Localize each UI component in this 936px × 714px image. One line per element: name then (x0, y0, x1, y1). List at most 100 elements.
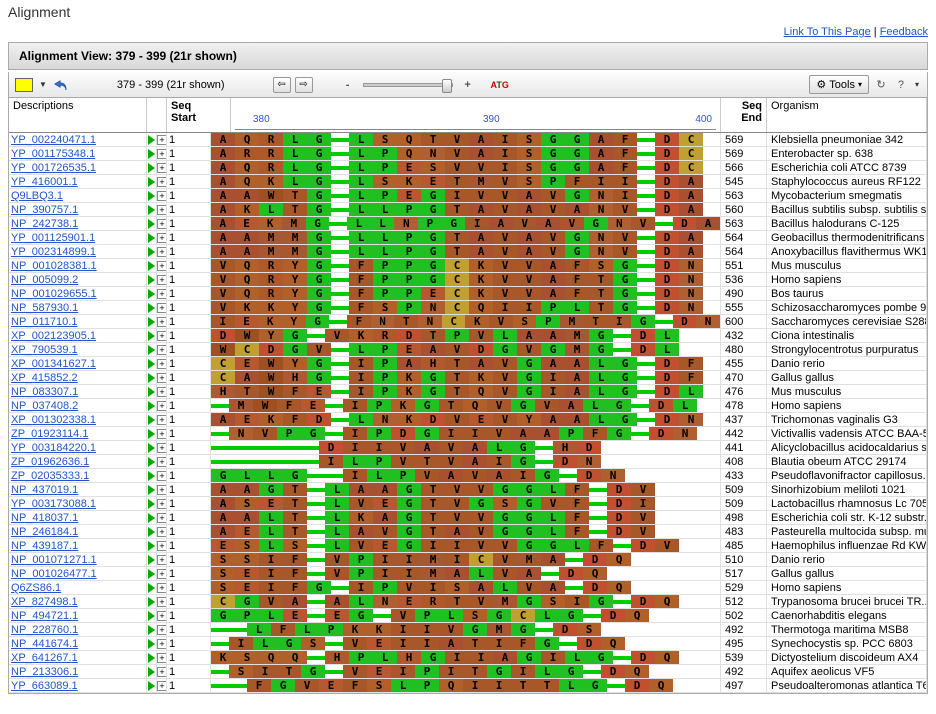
expand-plus-icon[interactable]: + (157, 525, 167, 538)
expand-plus-icon[interactable]: + (157, 469, 167, 482)
sequence-link[interactable]: NP_246184.1 (9, 525, 147, 538)
expand-plus-icon[interactable]: + (157, 301, 167, 314)
expand-plus-icon[interactable]: + (157, 329, 167, 342)
expand-triangle-icon[interactable] (147, 245, 157, 258)
expand-triangle-icon[interactable] (147, 203, 157, 216)
help-dropdown[interactable]: ▾ (913, 80, 921, 89)
expand-plus-icon[interactable]: + (157, 483, 167, 496)
expand-plus-icon[interactable]: + (157, 441, 167, 454)
expand-triangle-icon[interactable] (147, 231, 157, 244)
undo-icon[interactable] (53, 78, 69, 92)
sequence-link[interactable]: ZP_01923114.1 (9, 427, 147, 440)
expand-triangle-icon[interactable] (147, 665, 157, 678)
expand-triangle-icon[interactable] (147, 469, 157, 482)
expand-plus-icon[interactable]: + (157, 147, 167, 160)
sequence-link[interactable]: XP_641267.1 (9, 651, 147, 664)
sequence-link[interactable]: NP_001026477.1 (9, 567, 147, 580)
sequence-link[interactable]: NP_441674.1 (9, 637, 147, 650)
expand-plus-icon[interactable]: + (157, 231, 167, 244)
expand-plus-icon[interactable]: + (157, 245, 167, 258)
expand-triangle-icon[interactable] (147, 497, 157, 510)
expand-plus-icon[interactable]: + (157, 315, 167, 328)
expand-plus-icon[interactable]: + (157, 623, 167, 636)
expand-plus-icon[interactable]: + (157, 175, 167, 188)
sequence-link[interactable]: NP_418037.1 (9, 511, 147, 524)
sequence-link[interactable]: NP_001029655.1 (9, 287, 147, 300)
feedback-link[interactable]: Feedback (880, 26, 928, 38)
expand-triangle-icon[interactable] (147, 329, 157, 342)
expand-plus-icon[interactable]: + (157, 665, 167, 678)
expand-triangle-icon[interactable] (147, 259, 157, 272)
sequence-link[interactable]: ZP_01962636.1 (9, 455, 147, 468)
sequence-link[interactable]: YP_663089.1 (9, 679, 147, 692)
expand-triangle-icon[interactable] (147, 623, 157, 636)
expand-triangle-icon[interactable] (147, 175, 157, 188)
sequence-link[interactable]: NP_587930.1 (9, 301, 147, 314)
expand-triangle-icon[interactable] (147, 399, 157, 412)
expand-plus-icon[interactable]: + (157, 567, 167, 580)
expand-triangle-icon[interactable] (147, 455, 157, 468)
expand-triangle-icon[interactable] (147, 637, 157, 650)
expand-triangle-icon[interactable] (147, 189, 157, 202)
expand-triangle-icon[interactable] (147, 441, 157, 454)
link-to-page[interactable]: Link To This Page (784, 26, 871, 38)
expand-triangle-icon[interactable] (147, 343, 157, 356)
sequence-link[interactable]: YP_001175348.1 (9, 147, 147, 160)
sequence-link[interactable]: YP_002240471.1 (9, 133, 147, 146)
sequence-link[interactable]: NP_213306.1 (9, 665, 147, 678)
expand-plus-icon[interactable]: + (157, 259, 167, 272)
expand-plus-icon[interactable]: + (157, 287, 167, 300)
expand-plus-icon[interactable]: + (157, 595, 167, 608)
zoom-out-button[interactable]: - (341, 79, 355, 91)
expand-plus-icon[interactable]: + (157, 273, 167, 286)
sequence-link[interactable]: Q6ZS86.1 (9, 581, 147, 594)
refresh-icon[interactable]: ↻ (873, 77, 889, 93)
nav-next-button[interactable]: ⇨ (295, 77, 313, 93)
col-seqend[interactable]: Seq End (721, 98, 767, 132)
expand-triangle-icon[interactable] (147, 315, 157, 328)
expand-plus-icon[interactable]: + (157, 161, 167, 174)
sequence-link[interactable]: NP_390757.1 (9, 203, 147, 216)
expand-triangle-icon[interactable] (147, 581, 157, 594)
expand-plus-icon[interactable]: + (157, 371, 167, 384)
sequence-link[interactable]: NP_011710.1 (9, 315, 147, 328)
sequence-link[interactable]: NP_083307.1 (9, 385, 147, 398)
expand-plus-icon[interactable]: + (157, 651, 167, 664)
sequence-link[interactable]: Q9LBQ3.1 (9, 189, 147, 202)
sequence-link[interactable]: XP_827498.1 (9, 595, 147, 608)
sequence-link[interactable]: NP_037408.2 (9, 399, 147, 412)
expand-triangle-icon[interactable] (147, 679, 157, 692)
sequence-link[interactable]: NP_228760.1 (9, 623, 147, 636)
sequence-link[interactable]: YP_003184220.1 (9, 441, 147, 454)
expand-triangle-icon[interactable] (147, 217, 157, 230)
sequence-link[interactable]: NP_242738.1 (9, 217, 147, 230)
sequence-link[interactable]: NP_437019.1 (9, 483, 147, 496)
expand-triangle-icon[interactable] (147, 483, 157, 496)
expand-triangle-icon[interactable] (147, 427, 157, 440)
highlight-color-swatch[interactable] (15, 78, 33, 92)
expand-plus-icon[interactable]: + (157, 385, 167, 398)
sequence-link[interactable]: XP_790539.1 (9, 343, 147, 356)
sequence-link[interactable]: YP_001125901.1 (9, 231, 147, 244)
expand-triangle-icon[interactable] (147, 609, 157, 622)
expand-triangle-icon[interactable] (147, 161, 157, 174)
expand-triangle-icon[interactable] (147, 567, 157, 580)
expand-triangle-icon[interactable] (147, 385, 157, 398)
expand-plus-icon[interactable]: + (157, 427, 167, 440)
col-descriptions[interactable]: Descriptions (9, 98, 147, 132)
expand-plus-icon[interactable]: + (157, 581, 167, 594)
sequence-link[interactable]: YP_002314899.1 (9, 245, 147, 258)
expand-plus-icon[interactable]: + (157, 399, 167, 412)
expand-triangle-icon[interactable] (147, 413, 157, 426)
expand-triangle-icon[interactable] (147, 287, 157, 300)
expand-plus-icon[interactable]: + (157, 553, 167, 566)
expand-plus-icon[interactable]: + (157, 343, 167, 356)
expand-plus-icon[interactable]: + (157, 497, 167, 510)
sequence-link[interactable]: XP_001341627.1 (9, 357, 147, 370)
sequence-link[interactable]: XP_415852.2 (9, 371, 147, 384)
sequence-link[interactable]: NP_439187.1 (9, 539, 147, 552)
col-organism[interactable]: Organism (767, 98, 927, 132)
col-seqstart[interactable]: SeqStart (167, 98, 231, 132)
expand-plus-icon[interactable]: + (157, 511, 167, 524)
expand-triangle-icon[interactable] (147, 595, 157, 608)
